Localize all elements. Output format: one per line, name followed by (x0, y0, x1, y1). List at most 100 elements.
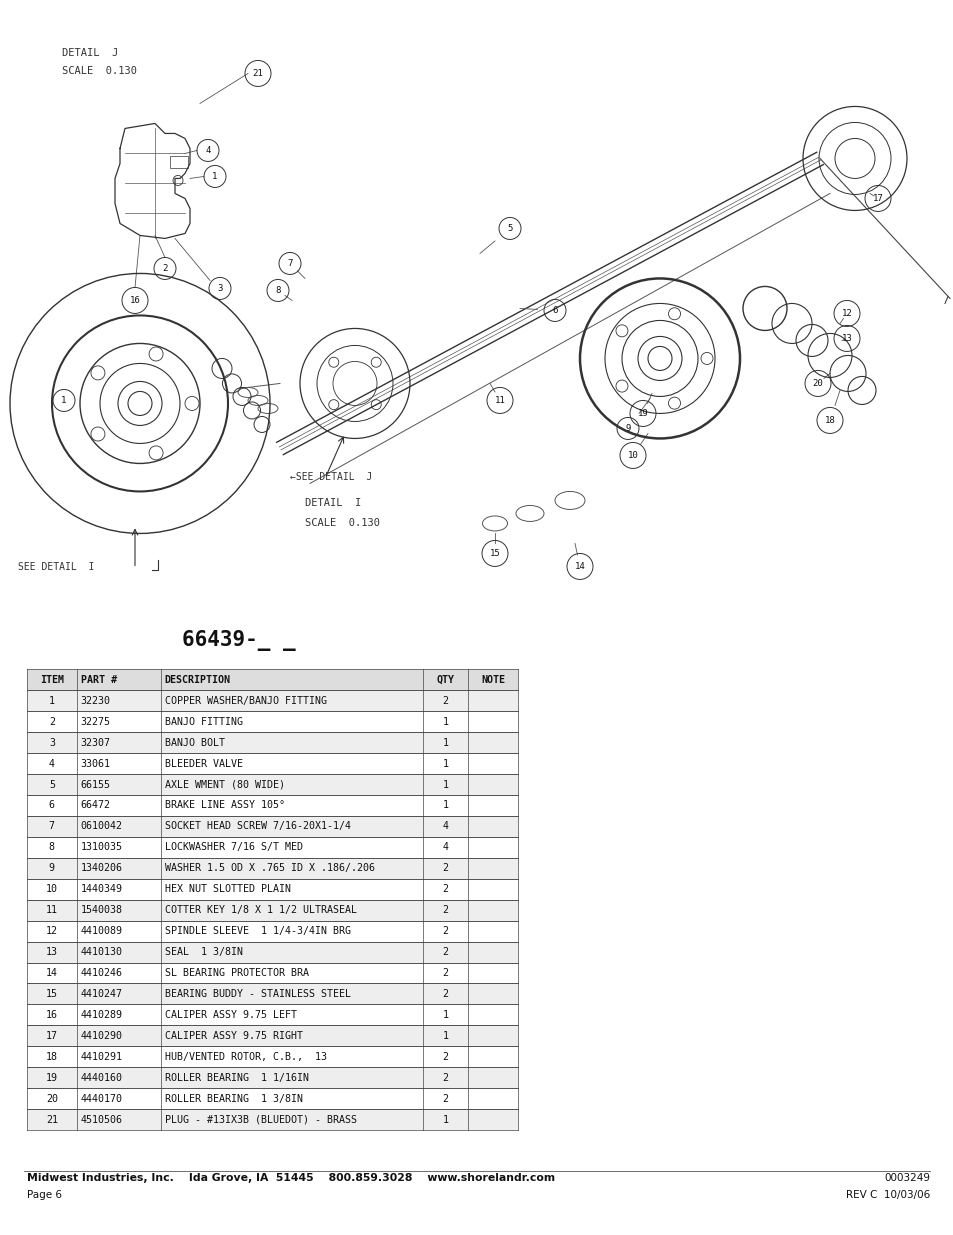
Bar (27, 711, 517, 732)
Text: 1: 1 (442, 1010, 448, 1020)
Text: BANJO BOLT: BANJO BOLT (164, 737, 224, 747)
Text: 4410089: 4410089 (81, 926, 123, 936)
Text: WASHER 1.5 OD X .765 ID X .186/.206: WASHER 1.5 OD X .765 ID X .186/.206 (164, 863, 375, 873)
Text: 13: 13 (46, 947, 58, 957)
Text: 1: 1 (213, 172, 217, 182)
Text: 3: 3 (217, 284, 222, 293)
Text: 4410247: 4410247 (81, 989, 123, 999)
Text: 2: 2 (442, 695, 448, 705)
Text: 17: 17 (872, 194, 882, 203)
Text: 1: 1 (442, 1031, 448, 1041)
Text: 2: 2 (442, 1094, 448, 1104)
Text: DESCRIPTION: DESCRIPTION (164, 674, 231, 685)
Text: 6: 6 (49, 800, 54, 810)
Text: 11: 11 (494, 396, 505, 405)
Bar (27, 690, 517, 711)
Text: 9: 9 (49, 863, 54, 873)
Text: 1: 1 (442, 1114, 448, 1125)
Text: 10: 10 (627, 451, 638, 459)
Text: 32307: 32307 (81, 737, 111, 747)
Text: 0003249: 0003249 (883, 1173, 929, 1183)
Text: AXLE WMENT (80 WIDE): AXLE WMENT (80 WIDE) (164, 779, 284, 789)
Bar (27, 774, 517, 795)
Bar (27, 669, 517, 690)
Text: 4: 4 (442, 842, 448, 852)
Text: 1: 1 (61, 396, 67, 405)
Text: 5: 5 (507, 224, 512, 233)
Text: 19: 19 (637, 409, 648, 417)
Text: 4: 4 (205, 146, 211, 154)
Text: 1310035: 1310035 (81, 842, 123, 852)
Bar (27, 879, 517, 899)
Text: 15: 15 (489, 548, 500, 558)
Text: SL BEARING PROTECTOR BRA: SL BEARING PROTECTOR BRA (164, 968, 308, 978)
Text: 4: 4 (49, 758, 54, 768)
Bar (27, 837, 517, 858)
Text: 32275: 32275 (81, 716, 111, 726)
Text: HUB/VENTED ROTOR, C.B.,  13: HUB/VENTED ROTOR, C.B., 13 (164, 1052, 326, 1062)
Text: 16: 16 (46, 1010, 58, 1020)
Bar (27, 1025, 517, 1046)
Text: ROLLER BEARING  1 1/16IN: ROLLER BEARING 1 1/16IN (164, 1073, 308, 1083)
Text: 2: 2 (442, 1073, 448, 1083)
Text: 2: 2 (442, 968, 448, 978)
Text: 1540038: 1540038 (81, 905, 123, 915)
Text: ITEM: ITEM (40, 674, 64, 685)
Text: 10: 10 (46, 884, 58, 894)
Bar (27, 1088, 517, 1109)
Bar (27, 858, 517, 879)
Text: SEE DETAIL  I: SEE DETAIL I (18, 562, 94, 573)
Text: 21: 21 (46, 1114, 58, 1125)
Text: BEARING BUDDY - STAINLESS STEEL: BEARING BUDDY - STAINLESS STEEL (164, 989, 350, 999)
Text: 1440349: 1440349 (81, 884, 123, 894)
Text: 2: 2 (442, 947, 448, 957)
Text: 1: 1 (442, 800, 448, 810)
Bar (27, 941, 517, 962)
Text: CALIPER ASSY 9.75 RIGHT: CALIPER ASSY 9.75 RIGHT (164, 1031, 302, 1041)
Text: 20: 20 (812, 379, 822, 388)
Text: 2: 2 (162, 264, 168, 273)
Text: 4410246: 4410246 (81, 968, 123, 978)
Bar (27, 795, 517, 816)
Text: PART #: PART # (81, 674, 116, 685)
Text: SOCKET HEAD SCREW 7/16-20X1-1/4: SOCKET HEAD SCREW 7/16-20X1-1/4 (164, 821, 350, 831)
Bar (27, 1067, 517, 1088)
Bar (27, 732, 517, 753)
Text: COPPER WASHER/BANJO FITTING: COPPER WASHER/BANJO FITTING (164, 695, 326, 705)
Text: 4510506: 4510506 (81, 1114, 123, 1125)
Text: 1: 1 (49, 695, 54, 705)
Text: 33061: 33061 (81, 758, 111, 768)
Text: BLEEDER VALVE: BLEEDER VALVE (164, 758, 242, 768)
Text: 4410289: 4410289 (81, 1010, 123, 1020)
Text: 66472: 66472 (81, 800, 111, 810)
Text: LOCKWASHER 7/16 S/T MED: LOCKWASHER 7/16 S/T MED (164, 842, 302, 852)
Text: 19: 19 (46, 1073, 58, 1083)
Bar (27, 983, 517, 1004)
Text: 4410130: 4410130 (81, 947, 123, 957)
Text: 0610042: 0610042 (81, 821, 123, 831)
Text: 7: 7 (49, 821, 54, 831)
Text: 66439-_ _: 66439-_ _ (181, 630, 295, 651)
Text: BANJO FITTING: BANJO FITTING (164, 716, 242, 726)
Text: 11: 11 (46, 905, 58, 915)
Text: SCALE  0.130: SCALE 0.130 (305, 519, 379, 529)
Text: 8: 8 (49, 842, 54, 852)
Text: REV C  10/03/06: REV C 10/03/06 (845, 1191, 929, 1200)
Bar (27, 920, 517, 941)
Text: SPINDLE SLEEVE  1 1/4-3/4IN BRG: SPINDLE SLEEVE 1 1/4-3/4IN BRG (164, 926, 350, 936)
Text: 1: 1 (442, 737, 448, 747)
Text: 6: 6 (552, 306, 558, 315)
Bar (27, 753, 517, 774)
Text: 2: 2 (442, 884, 448, 894)
Text: 17: 17 (46, 1031, 58, 1041)
Text: 13: 13 (841, 333, 851, 343)
Text: 4410290: 4410290 (81, 1031, 123, 1041)
Text: 4440160: 4440160 (81, 1073, 123, 1083)
Text: 18: 18 (823, 416, 835, 425)
Bar (27, 962, 517, 983)
Text: 4: 4 (442, 821, 448, 831)
Text: 12: 12 (841, 309, 851, 317)
Text: COTTER KEY 1/8 X 1 1/2 ULTRASEAL: COTTER KEY 1/8 X 1 1/2 ULTRASEAL (164, 905, 356, 915)
Text: 16: 16 (130, 296, 140, 305)
Text: 1: 1 (442, 716, 448, 726)
